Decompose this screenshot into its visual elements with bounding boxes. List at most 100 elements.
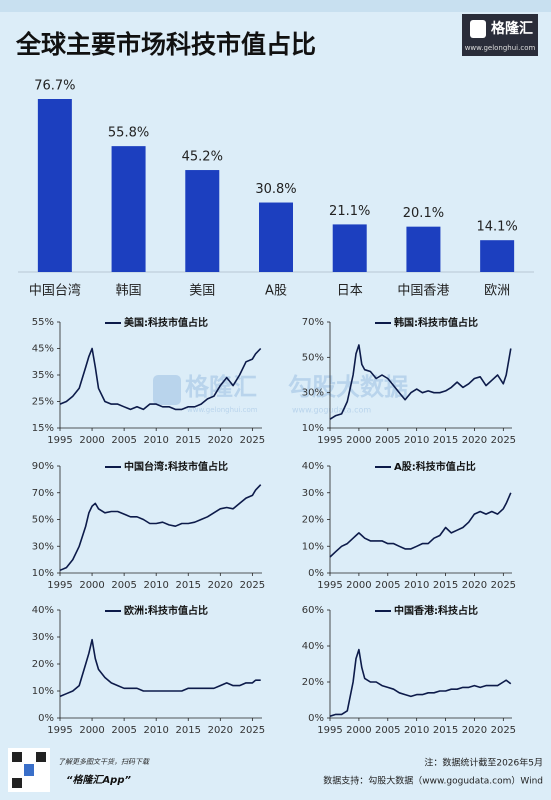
x-tick-label: 2010 — [404, 725, 429, 736]
x-tick-label: 2005 — [375, 725, 400, 736]
x-tick-label: 2020 — [208, 725, 233, 736]
legend-label: 美国:科技市值占比 — [124, 316, 208, 329]
qr-corner — [12, 778, 22, 788]
y-tick-label: 40% — [32, 605, 54, 616]
logo-url: www.gelonghui.com — [465, 44, 536, 52]
x-tick-label: 2010 — [404, 435, 429, 446]
x-tick-label: 2005 — [375, 435, 400, 446]
x-tick-label: 2025 — [491, 580, 516, 591]
watermark-left: 格隆汇 — [185, 373, 257, 401]
legend-label: 中国香港:科技占比 — [394, 604, 478, 617]
x-tick-label: 2000 — [346, 435, 371, 446]
y-tick-label: 20% — [32, 659, 54, 670]
y-tick-label: 60% — [302, 605, 324, 616]
data-label: 45.2% — [182, 150, 223, 165]
x-tick-label: 2020 — [208, 580, 233, 591]
x-tick-label: 日本 — [337, 284, 363, 299]
legend-label: 欧洲:科技市值占比 — [124, 604, 208, 617]
y-tick-label: 20% — [302, 677, 324, 688]
x-tick-label: 2020 — [462, 435, 487, 446]
y-tick-label: 40% — [302, 641, 324, 652]
y-tick-label: 10% — [302, 541, 324, 552]
x-tick-label: 1995 — [47, 725, 72, 736]
x-tick-label: 2010 — [143, 435, 168, 446]
x-tick-label: 2010 — [143, 725, 168, 736]
watermark-right-url: www.gogudata.com — [292, 406, 371, 415]
x-tick-label: 2000 — [79, 725, 104, 736]
bar — [37, 99, 72, 272]
y-tick-label: 70% — [302, 317, 324, 328]
top-strip — [0, 0, 551, 12]
x-tick-label: 2000 — [79, 580, 104, 591]
y-tick-label: 15% — [32, 423, 54, 434]
data-label: 21.1% — [329, 204, 370, 219]
data-label: 20.1% — [403, 206, 444, 221]
footer-note: 注：数据统计截至2026年5月 — [424, 757, 543, 769]
x-tick-label: 2000 — [346, 725, 371, 736]
logo-icon — [470, 20, 486, 38]
x-tick-label: 2005 — [111, 725, 136, 736]
y-tick-label: 10% — [302, 423, 324, 434]
footer-source: 数据支持：勾股大数据（www.gogudata.com）Wind — [323, 775, 543, 787]
qr-corner — [36, 752, 46, 762]
x-tick-label: 2020 — [208, 435, 233, 446]
x-tick-label: 2025 — [240, 435, 265, 446]
line-series — [59, 638, 261, 698]
bar — [185, 170, 220, 272]
x-tick-label: 2005 — [375, 580, 400, 591]
x-tick-label: 2025 — [240, 580, 265, 591]
watermark-icon — [153, 375, 181, 405]
x-tick-label: 1995 — [317, 580, 342, 591]
x-tick-label: 2025 — [240, 725, 265, 736]
x-tick-label: 中国香港 — [397, 284, 449, 299]
y-tick-label: 10% — [32, 686, 54, 697]
data-label: 55.8% — [108, 126, 149, 141]
line-series — [59, 347, 262, 411]
qr-corner — [12, 752, 22, 762]
line-series — [329, 492, 512, 558]
x-tick-label: 2000 — [346, 580, 371, 591]
y-tick-label: 70% — [32, 488, 54, 499]
y-tick-label: 30% — [32, 541, 54, 552]
line-series — [329, 344, 512, 420]
y-tick-label: 30% — [302, 488, 324, 499]
x-tick-label: 2025 — [491, 725, 516, 736]
x-tick-label: A股 — [265, 284, 287, 299]
y-tick-label: 40% — [302, 461, 324, 472]
footer-app: “格隆汇App” — [66, 774, 131, 786]
watermark-left-url: www.gelonghui.com — [187, 406, 258, 414]
y-tick-label: 0% — [308, 568, 324, 579]
line-series — [329, 648, 512, 717]
bar — [480, 240, 515, 272]
x-tick-label: 1995 — [47, 580, 72, 591]
title: 全球主要市场科技市值占比 — [15, 30, 316, 59]
y-tick-label: 30% — [302, 388, 324, 399]
x-tick-label: 韩国 — [116, 284, 142, 299]
x-tick-label: 2005 — [111, 435, 136, 446]
x-tick-label: 2005 — [111, 580, 136, 591]
qr-logo — [24, 764, 34, 776]
logo-text: 格隆汇 — [491, 20, 533, 37]
x-tick-label: 2020 — [462, 725, 487, 736]
x-tick-label: 中国台湾 — [29, 283, 81, 299]
legend-label: 中国台湾:科技市值占比 — [124, 460, 228, 473]
data-label: 76.7% — [34, 79, 75, 94]
x-tick-label: 2015 — [433, 435, 458, 446]
x-tick-label: 2015 — [176, 435, 201, 446]
bar — [111, 146, 146, 272]
line-series — [59, 484, 262, 572]
y-tick-label: 50% — [32, 515, 54, 526]
x-tick-label: 1995 — [317, 435, 342, 446]
y-tick-label: 30% — [32, 632, 54, 643]
x-tick-label: 1995 — [317, 725, 342, 736]
footer-promo: 了解更多图文干货，扫码下载 — [58, 758, 150, 766]
x-tick-label: 2010 — [404, 580, 429, 591]
y-tick-label: 25% — [32, 397, 54, 408]
x-tick-label: 2025 — [491, 435, 516, 446]
y-tick-label: 10% — [32, 568, 54, 579]
x-tick-label: 1995 — [47, 435, 72, 446]
legend-label: 韩国:科技市值占比 — [394, 316, 478, 329]
